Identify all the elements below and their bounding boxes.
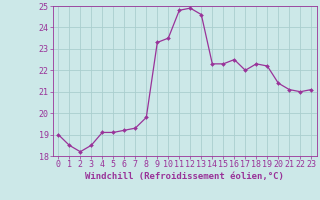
X-axis label: Windchill (Refroidissement éolien,°C): Windchill (Refroidissement éolien,°C) — [85, 172, 284, 181]
